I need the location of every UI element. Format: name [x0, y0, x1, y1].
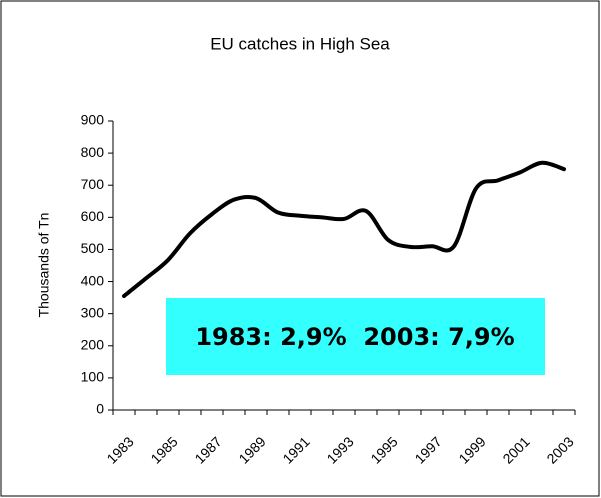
- annotation-box: [166, 298, 545, 375]
- y-tick-label: 600: [81, 208, 105, 224]
- y-tick-label: 300: [81, 304, 105, 320]
- y-tick-label: 800: [81, 144, 105, 160]
- chart-title: EU catches in High Sea: [210, 34, 390, 53]
- y-tick-label: 100: [81, 369, 105, 385]
- y-tick-label: 200: [81, 336, 105, 352]
- y-tick-label: 700: [81, 176, 105, 192]
- y-tick-label: 0: [96, 401, 104, 417]
- y-axis-label: Thousands of Tn: [36, 213, 52, 318]
- y-tick-label: 900: [81, 112, 105, 128]
- y-tick-label: 400: [81, 272, 105, 288]
- annotation: 1983: 2,9% 2003: 7,9%: [195, 323, 514, 351]
- y-tick-label: 500: [81, 240, 105, 256]
- line: [122, 160, 566, 299]
